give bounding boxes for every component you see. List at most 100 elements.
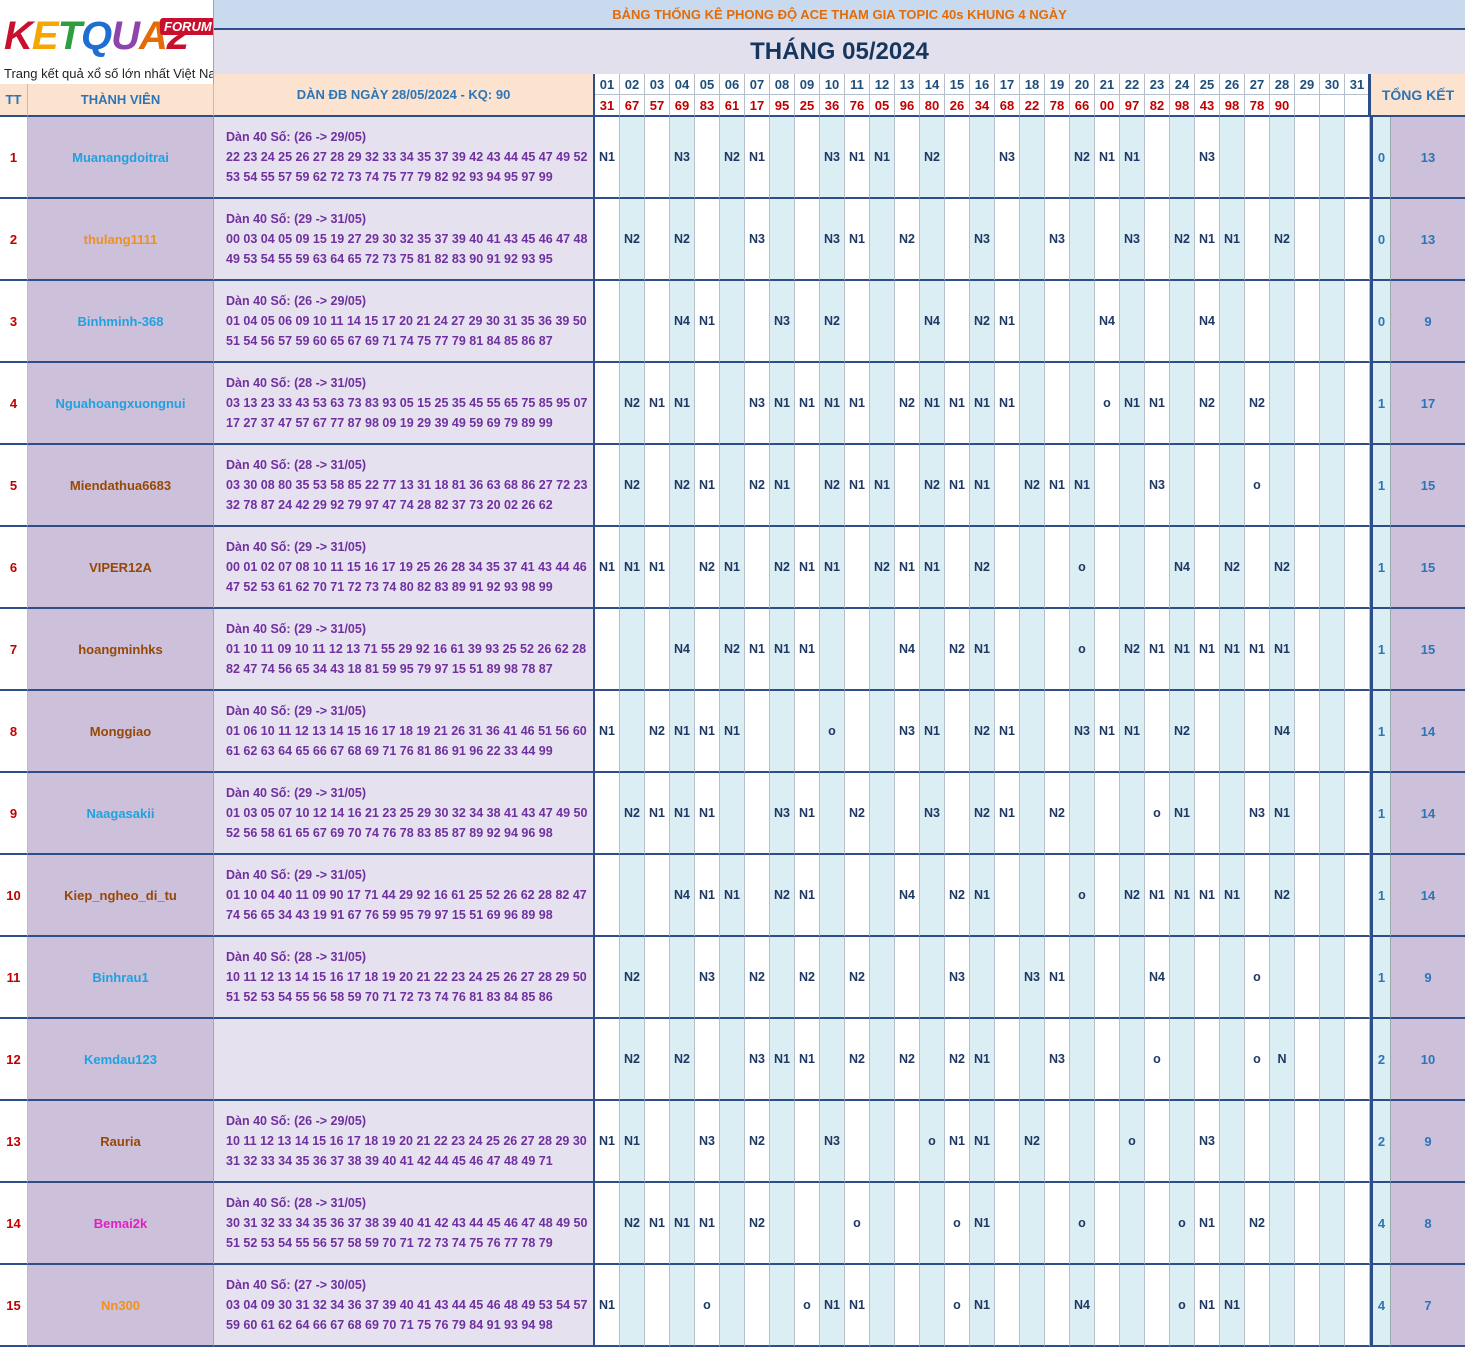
- day-mark: N1: [645, 527, 670, 609]
- day-number: 14: [920, 74, 945, 95]
- day-mark: [945, 117, 970, 199]
- logo-letter: T: [57, 14, 82, 58]
- day-mark: o: [1070, 609, 1095, 691]
- day-mark: [1170, 1019, 1195, 1101]
- member-name[interactable]: Naagasakii: [28, 773, 214, 855]
- day-result: 00: [1095, 95, 1120, 117]
- total-score: 14: [1390, 773, 1465, 855]
- day-mark: N1: [820, 527, 845, 609]
- day-mark: [1320, 281, 1345, 363]
- member-name[interactable]: thulang1111: [28, 199, 214, 281]
- day-result: 05: [870, 95, 895, 117]
- member-name[interactable]: Kiep_ngheo_di_tu: [28, 855, 214, 937]
- day-mark: N2: [770, 855, 795, 937]
- day-mark: N2: [1270, 527, 1295, 609]
- day-mark: N1: [595, 691, 620, 773]
- member-name[interactable]: Monggiao: [28, 691, 214, 773]
- day-mark: N1: [895, 527, 920, 609]
- day-mark: [745, 691, 770, 773]
- day-number: 28: [1270, 74, 1295, 95]
- day-mark: [995, 1019, 1020, 1101]
- day-mark: [1220, 1101, 1245, 1183]
- day-mark: [695, 199, 720, 281]
- day-mark: N3: [770, 281, 795, 363]
- day-mark: [770, 691, 795, 773]
- day-mark: N2: [970, 773, 995, 855]
- member-row: 13 Rauria Dàn 40 Số: (26 -> 29/05) 10 11 12…: [0, 1101, 1465, 1183]
- day-mark: N3: [820, 117, 845, 199]
- ketqua2-logo[interactable]: KETQUA2 FORUM Trang kết quả xổ số lớn nh…: [0, 0, 214, 84]
- dan-numbers: Dàn 40 Số: (29 -> 31/05) 01 03 05 07 10 1…: [214, 773, 595, 855]
- day-mark: [745, 855, 770, 937]
- day-mark: N1: [970, 1265, 995, 1347]
- member-name[interactable]: VIPER12A: [28, 527, 214, 609]
- member-row: 1 Muanangdoitrai Dàn 40 Số: (26 -> 29/05) 2…: [0, 117, 1465, 199]
- day-mark: N2: [620, 445, 645, 527]
- day-mark: [1245, 855, 1270, 937]
- member-name[interactable]: Kemdau123: [28, 1019, 214, 1101]
- day-mark: [995, 1265, 1020, 1347]
- day-mark: N2: [620, 1019, 645, 1101]
- day-mark: [1045, 1265, 1070, 1347]
- day-mark: [1295, 281, 1320, 363]
- day-mark: [870, 1019, 895, 1101]
- row-index: 15: [0, 1265, 28, 1347]
- day-mark: [845, 527, 870, 609]
- day-mark: N1: [620, 527, 645, 609]
- member-name[interactable]: Muanangdoitrai: [28, 117, 214, 199]
- dan-line: 47 52 53 61 62 70 71 72 73 74 80 82 83 8…: [226, 580, 553, 594]
- day-mark: [645, 281, 670, 363]
- day-mark: N3: [770, 773, 795, 855]
- member-name[interactable]: Binhrau1: [28, 937, 214, 1019]
- dan-line: 51 52 53 54 55 56 58 59 70 71 72 73 74 7…: [226, 990, 553, 1004]
- day-mark: N1: [1170, 773, 1195, 855]
- day-mark: [770, 1265, 795, 1347]
- member-name[interactable]: hoangminhks: [28, 609, 214, 691]
- day-mark: N3: [1245, 773, 1270, 855]
- dan-line: 01 10 04 40 11 09 90 17 71 44 29 92 16 6…: [226, 888, 587, 902]
- day-result: 80: [920, 95, 945, 117]
- member-name[interactable]: Bemai2k: [28, 1183, 214, 1265]
- row-index: 10: [0, 855, 28, 937]
- miss-count: 0: [1370, 199, 1390, 281]
- day-mark: [1195, 773, 1220, 855]
- day-mark: N1: [1170, 855, 1195, 937]
- day-mark: N2: [945, 855, 970, 937]
- day-mark: [845, 691, 870, 773]
- day-mark: [645, 1101, 670, 1183]
- day-mark: N2: [645, 691, 670, 773]
- dan-numbers: Dàn 40 Số: (26 -> 29/05) 22 23 24 25 26 2…: [214, 117, 595, 199]
- day-mark: o: [795, 1265, 820, 1347]
- day-mark: [1320, 445, 1345, 527]
- total-score: 14: [1390, 855, 1465, 937]
- member-name[interactable]: Nguahoangxuongnui: [28, 363, 214, 445]
- day-mark: N1: [695, 1183, 720, 1265]
- day-mark: N2: [1045, 773, 1070, 855]
- day-result: 76: [845, 95, 870, 117]
- day-mark: N1: [1095, 117, 1120, 199]
- row-index: 12: [0, 1019, 28, 1101]
- day-mark: N2: [1020, 1101, 1045, 1183]
- dan-numbers: Dàn 40 Số: (28 -> 31/05) 03 30 08 80 35 5…: [214, 445, 595, 527]
- member-name[interactable]: Miendathua6683: [28, 445, 214, 527]
- day-mark: N1: [920, 527, 945, 609]
- day-mark: [1095, 527, 1120, 609]
- day-mark: [645, 609, 670, 691]
- day-mark: [1320, 609, 1345, 691]
- member-name[interactable]: Nn300: [28, 1265, 214, 1347]
- member-name[interactable]: Rauria: [28, 1101, 214, 1183]
- day-mark: [870, 691, 895, 773]
- day-mark: [745, 527, 770, 609]
- total-score: 7: [1390, 1265, 1465, 1347]
- day-mark: [720, 1101, 745, 1183]
- member-name[interactable]: Binhminh-368: [28, 281, 214, 363]
- day-mark: N1: [945, 1101, 970, 1183]
- day-mark: [1345, 445, 1370, 527]
- dan-line: 30 31 32 33 34 35 36 37 38 39 40 41 42 4…: [226, 1216, 588, 1230]
- day-mark: [1295, 199, 1320, 281]
- row-index: 11: [0, 937, 28, 1019]
- member-row: 8 Monggiao Dàn 40 Số: (29 -> 31/05) 01 06 1…: [0, 691, 1465, 773]
- day-mark: N1: [795, 609, 820, 691]
- total-score: 17: [1390, 363, 1465, 445]
- month-title: THÁNG 05/2024: [214, 30, 1465, 74]
